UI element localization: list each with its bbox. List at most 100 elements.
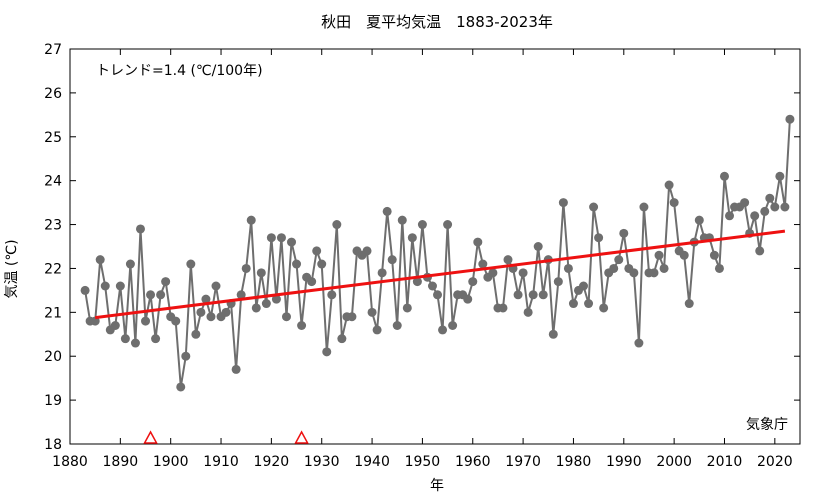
data-point [468,277,478,287]
data-point [387,255,397,265]
triangle-marker [294,430,309,444]
data-point [327,290,337,300]
data-point [664,180,674,190]
y-tick-label: 20 [44,349,62,365]
data-point [639,202,649,212]
data-point [629,268,639,278]
data-point [171,316,181,326]
data-point [347,312,357,322]
data-point [281,312,291,322]
data-point [579,281,589,291]
data-point [176,382,186,392]
data-point [669,198,679,208]
data-point [246,215,256,225]
plot-border [69,48,801,445]
data-point [196,307,206,317]
data-point [594,233,604,243]
data-point [120,334,130,344]
data-point [463,294,473,304]
data-point [609,263,619,273]
data-point [231,364,241,374]
data-point [322,347,332,357]
data-point [548,329,558,339]
data-point [221,307,231,317]
data-point [518,268,528,278]
data-point [473,237,483,247]
y-axis-label: 気温 (℃) [4,239,20,298]
data-point [719,171,729,181]
data-point [312,246,322,256]
data-point [725,211,735,221]
y-tick-label: 25 [44,130,62,146]
x-tick-label: 1900 [153,454,189,470]
data-point [528,290,538,300]
data-point [684,299,694,309]
y-tick-label: 23 [44,218,62,234]
x-tick-label: 1910 [203,454,239,470]
source-label: 気象庁 [746,417,788,433]
data-point [186,259,196,269]
data-point [780,202,790,212]
data-point [589,202,599,212]
trend-line [94,229,786,320]
data-point [241,263,251,273]
station-change-markers [143,430,309,444]
data-point [438,325,448,335]
data-point [634,338,644,348]
x-tick-label: 1970 [505,454,541,470]
data-point [191,329,201,339]
x-tick-label: 1890 [103,454,139,470]
y-tick-label: 22 [44,261,62,277]
data-point [382,206,392,216]
data-point [141,316,151,326]
data-point [533,242,543,251]
data-point [135,224,145,234]
data-point [427,281,437,291]
data-point [513,290,523,300]
data-point [503,255,513,265]
data-point [125,259,135,269]
data-point [407,233,417,243]
data-point [538,290,548,300]
data-point [584,299,594,309]
data-point [251,303,261,313]
data-point [181,351,191,361]
data-point [307,277,317,287]
data-point [478,259,488,269]
data-point [679,250,689,260]
data-point [694,215,704,225]
data-point [337,334,347,344]
data-point [201,294,211,304]
y-tick-label: 18 [44,437,62,453]
data-point [709,250,719,260]
data-point [397,215,407,225]
data-point [211,281,221,291]
data-point [256,268,266,278]
data-point [619,228,629,238]
x-ticks: 1880 1890 1900 1910 1920 1930 1940 1950 1960 1970… [52,49,793,470]
data-point [317,259,327,269]
data-point [760,206,770,216]
x-tick-label: 1940 [354,454,390,470]
data-point [362,246,372,256]
x-tick-label: 1950 [405,454,441,470]
y-ticks: 18 19 20 21 22 23 24 25 26 27 [44,42,800,453]
data-point [553,277,563,287]
data-point [146,290,156,300]
data-point [292,259,302,269]
data-point [765,193,775,203]
data-point [714,263,724,273]
trend-annotation: トレンド=1.4 (℃/100年) [96,63,263,79]
data-point [448,321,458,330]
data-point [276,233,286,243]
data-point [568,299,578,309]
data-point [100,281,110,291]
data-point [90,316,100,326]
x-tick-label: 2000 [656,454,692,470]
data-point [654,250,664,260]
data-point [402,303,412,313]
x-tick-label: 1880 [52,454,88,470]
data-point [433,290,443,300]
data-point [412,277,422,287]
